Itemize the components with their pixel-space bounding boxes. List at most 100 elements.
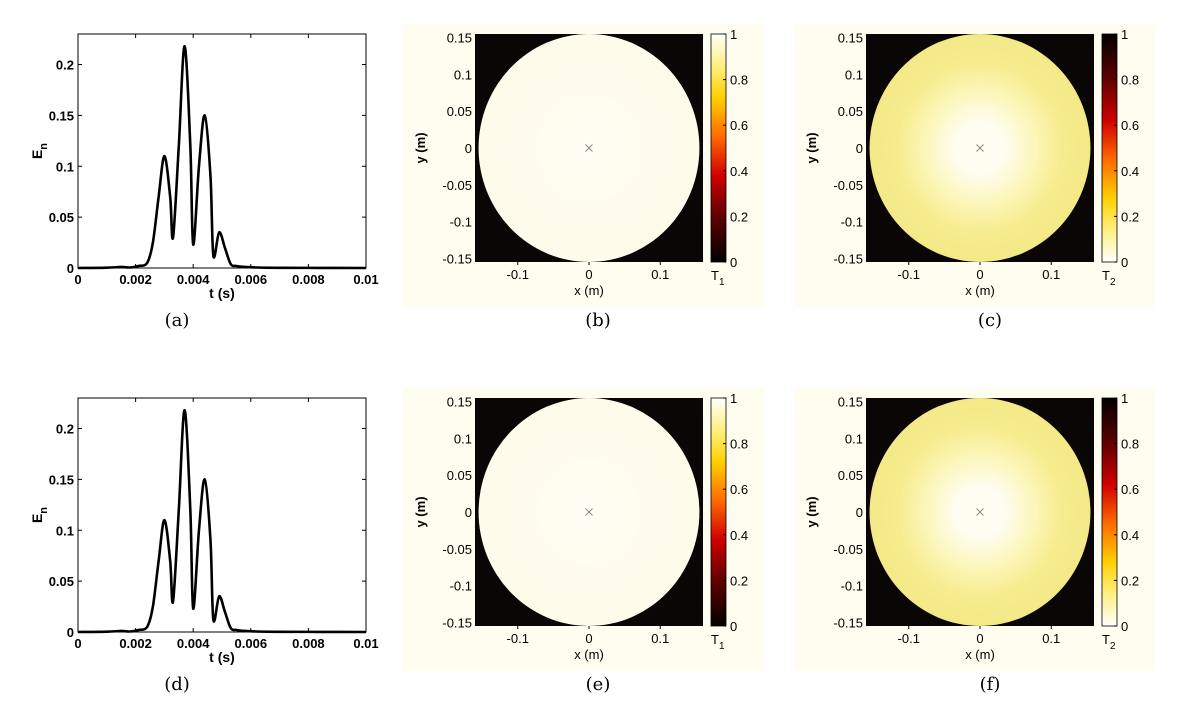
y-tick-label: -0.15 [833,251,863,266]
y-tick-label: 0.1 [56,523,74,538]
heatmap-panel: -0.1 0 0.1 0.15 0.1 0.05 0 -0.05 -0.1 -0.15 x (m) y… [794,24,1155,307]
x-tick-label: 0.002 [119,636,152,651]
colorbar-label-main: T [1102,632,1110,647]
x-axis-label: x (m) [965,283,995,298]
y-tick-label: 0.1 [56,159,74,174]
colorbar-tick-label: 1 [1121,27,1128,42]
heatmap-panel: -0.1 0 0.1 0.15 0.1 0.05 0 -0.05 -0.1 -0.15 x (m) y… [403,388,764,671]
y-tick-label: -0.1 [841,579,863,594]
y-tick-label: -0.15 [833,615,863,630]
center-marker [976,144,984,152]
x-axis-label: t (s) [209,649,235,665]
y-tick-label: 0.15 [49,472,74,487]
y-axis-label: y (m) [413,132,428,163]
y-tick-label: -0.05 [833,542,863,557]
panel-caption: (f) [980,674,1001,695]
y-tick-label: 0.05 [447,468,472,483]
colorbar-label: T2 [1102,632,1116,652]
y-tick-label: 0 [856,141,863,156]
x-tick-label: 0.01 [353,636,378,651]
y-tick-label: 0 [856,505,863,520]
colorbar-label-subscript: 1 [719,641,725,652]
colorbar-tick-label: 0.2 [730,209,748,224]
x-tick-label: 0.004 [177,272,210,287]
energy-series-line [77,44,367,270]
colorbar-tick-label: 0.4 [730,528,748,543]
x-tick-label: -0.1 [898,267,920,282]
y-axis-label: y (m) [804,496,819,527]
plot-frame [77,397,367,633]
colorbar-tick-label: 0.4 [730,164,748,179]
x-tick-label: 0.1 [1042,267,1060,282]
x-tick-label: 0.01 [353,272,378,287]
y-tick-label: 0.15 [447,31,472,46]
colorbar-tick-label: 0.2 [1121,573,1139,588]
colorbar-tick-label: 1 [730,391,737,406]
y-tick-label: 0 [67,261,74,276]
x-tick-label: 0 [585,267,592,282]
colorbar-label-subscript: 1 [719,277,725,288]
y-axis-label: y (m) [413,496,428,527]
y-tick-label: -0.1 [450,215,472,230]
x-tick-label: 0.1 [1042,631,1060,646]
panel-caption: (e) [586,674,611,695]
center-marker [976,508,984,516]
y-tick-label: 0.05 [838,104,863,119]
x-tick-label: -0.1 [507,267,529,282]
colorbar-tick-label: 0.6 [1121,118,1139,133]
line-chart-panel: 0 0.002 0.004 0.006 0.008 0.01 0 0.05 0.1 0.15 0.2… [29,397,379,665]
panel-caption: (d) [164,674,190,695]
colorbar-tick-label: 0.6 [730,482,748,497]
y-tick-label: -0.1 [841,215,863,230]
colorbar-tick-label: 0.6 [730,118,748,133]
colorbar-tick-label: 0.8 [730,73,748,88]
colorbar-tick-label: 0.8 [730,437,748,452]
colorbar-tick-label: 0.8 [1121,73,1139,88]
x-tick-label: 0 [74,272,81,287]
y-tick-label: 0.1 [845,431,863,446]
y-axis-label: En [29,143,50,159]
y-tick-label: 0.1 [845,67,863,82]
y-axis-label: y (m) [804,132,819,163]
colorbar [710,397,727,627]
y-tick-label: -0.1 [450,579,472,594]
colorbar-tick-label: 0.2 [730,573,748,588]
x-tick-label: 0.008 [292,636,325,651]
x-tick-label: 0 [585,631,592,646]
y-tick-label: -0.15 [442,251,472,266]
x-axis-label: t (s) [209,285,235,301]
colorbar-tick-label: 0 [1121,255,1128,270]
y-tick-label: 0.2 [56,58,74,73]
x-axis-label: x (m) [574,283,604,298]
colorbar-tick-label: 0 [730,255,737,270]
y-tick-label: 0.15 [49,108,74,123]
y-tick-label: -0.05 [833,178,863,193]
x-tick-label: 0 [74,636,81,651]
colorbar-label-main: T [711,632,719,647]
line-chart-panel: 0 0.002 0.004 0.006 0.008 0.01 0 0.05 0.1 0.15 0.2… [29,33,379,301]
energy-series-line [77,408,367,634]
colorbar-label: T2 [1102,268,1116,288]
colorbar-tick-label: 0 [1121,619,1128,634]
y-tick-label: 0 [465,141,472,156]
x-axis-label: x (m) [574,647,604,662]
panel-caption: (b) [585,310,611,331]
panel-caption: (a) [165,310,190,331]
y-axis-label-subscript: n [38,507,50,514]
y-tick-label: 0.15 [838,395,863,410]
y-tick-label: -0.15 [442,615,472,630]
colorbar [1101,33,1118,263]
x-axis-label: x (m) [965,647,995,662]
x-tick-label: 0.004 [177,636,210,651]
x-tick-label: 0.006 [235,272,268,287]
colorbar-label: T1 [711,268,725,288]
x-tick-label: 0 [976,267,983,282]
colorbar-tick-label: 0.4 [1121,528,1139,543]
colorbar-tick-label: 1 [730,27,737,42]
y-tick-label: 0.05 [49,574,74,589]
y-tick-label: 0.05 [49,210,74,225]
x-tick-label: -0.1 [898,631,920,646]
center-marker [585,144,593,152]
y-tick-label: -0.05 [442,178,472,193]
